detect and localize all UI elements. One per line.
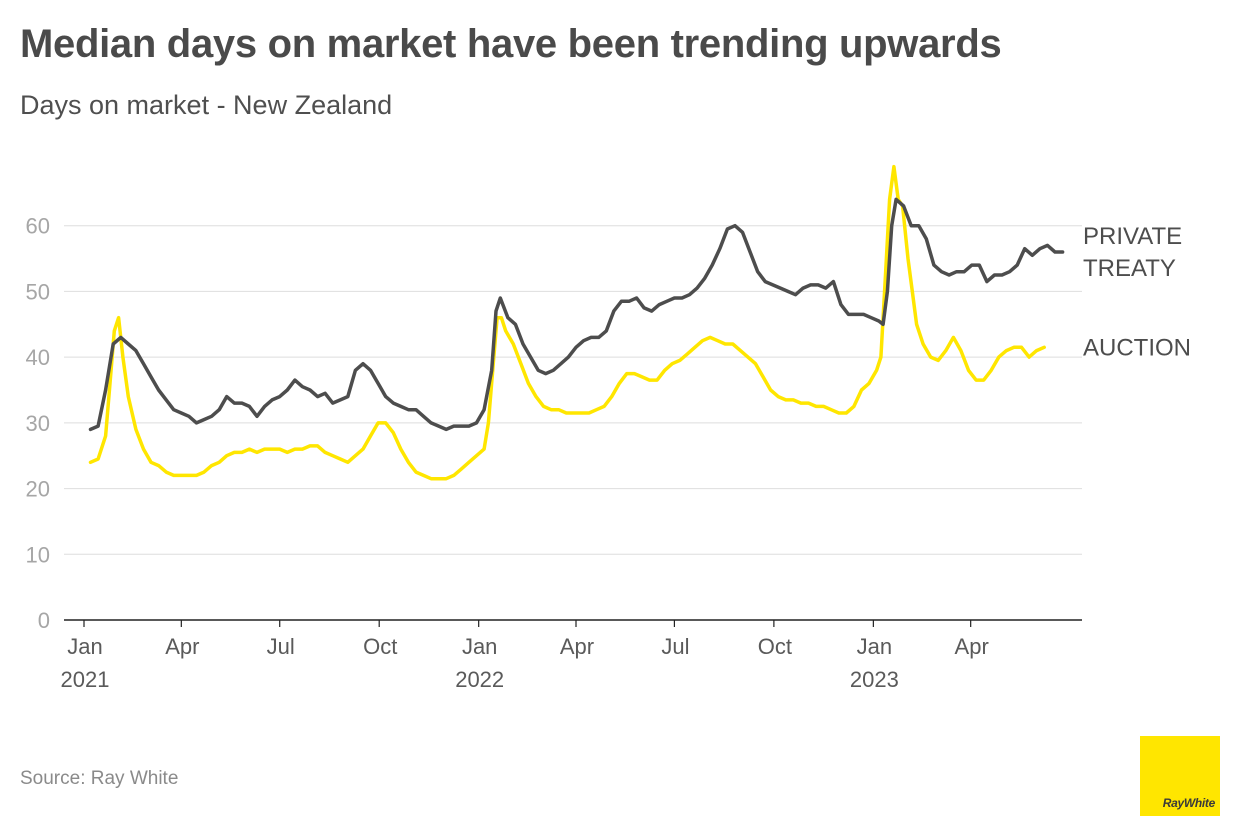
axes: 0 10 20 30 40 50 60 Jan 2021 Apr Jul Oct Jan 2022 Apr J… — [26, 214, 1082, 692]
x-tick-label: Jul — [661, 634, 689, 659]
line-chart: 0 10 20 30 40 50 60 Jan 2021 Apr Jul Oct Jan 2022 Apr J… — [26, 164, 1191, 692]
y-tick-label: 30 — [26, 411, 50, 436]
x-tick-label: Oct — [363, 634, 397, 659]
x-tick-year-label: 2023 — [850, 667, 899, 692]
x-tick-label: Jan — [462, 634, 497, 659]
x-tick-label: Oct — [758, 634, 792, 659]
series-line-auction — [88, 164, 1046, 481]
x-tick-label: Jan — [857, 634, 892, 659]
x-tick-label: Apr — [560, 634, 594, 659]
x-tick-label: Apr — [955, 634, 989, 659]
x-tick-label: Jan — [67, 634, 102, 659]
series-label: PRIVATE — [1083, 223, 1182, 250]
x-tick-label: Jul — [267, 634, 295, 659]
gridlines — [64, 225, 1082, 555]
logo-wordmark: RayWhite — [1162, 796, 1216, 810]
y-tick-label: 60 — [26, 214, 50, 239]
chart-title: Median days on market have been trending… — [20, 22, 1002, 66]
source-note: Source: Ray White — [20, 768, 179, 789]
series-label: TREATY — [1083, 255, 1176, 282]
y-tick-label: 20 — [26, 477, 50, 502]
y-tick-label: 50 — [26, 279, 50, 304]
x-tick-label: Apr — [165, 634, 199, 659]
y-tick-label: 10 — [26, 542, 50, 567]
series-lines — [88, 164, 1065, 481]
chart-subtitle: Days on market - New Zealand — [20, 90, 393, 120]
y-tick-label: 0 — [38, 608, 50, 633]
ray-white-logo: RayWhite — [1140, 736, 1220, 816]
y-tick-label: 40 — [26, 345, 50, 370]
series-labels: PRIVATE TREATY AUCTION — [1083, 223, 1191, 361]
x-tick-year-label: 2021 — [61, 667, 110, 692]
series-line-private-treaty — [88, 197, 1065, 432]
x-tick-year-label: 2022 — [455, 667, 504, 692]
series-label: AUCTION — [1083, 334, 1191, 361]
